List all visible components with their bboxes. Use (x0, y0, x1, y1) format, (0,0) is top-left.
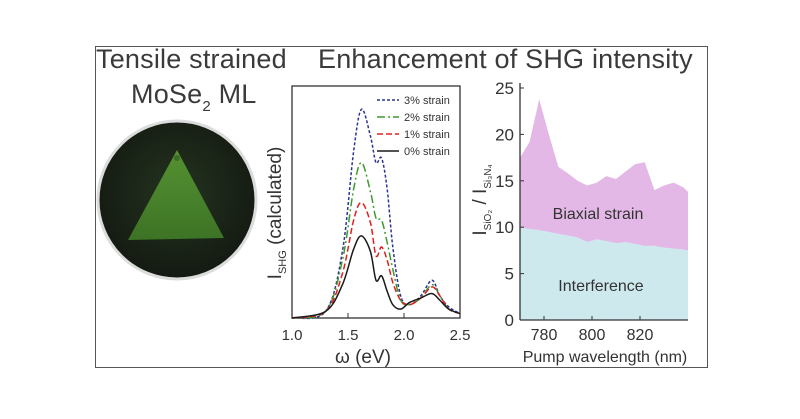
chart1-legend-label: 3% strain (404, 95, 450, 107)
chart2-xlabel: Pump wavelength (nm) (523, 349, 688, 366)
micrograph-title-line2: MoSe2 ML (131, 79, 257, 115)
chart1-plot-frame (291, 85, 461, 319)
chart2-ylabel: ISiO₂ / ISi₃N₄ (470, 164, 494, 235)
chart1-xtick-label: 2.0 (394, 327, 415, 344)
chart-title: Enhancement of SHG intensity (318, 44, 693, 74)
chart2-ytick-label: 25 (495, 79, 514, 98)
chart2-xtick-label: 820 (627, 327, 654, 344)
chart2-ytick-label: 20 (495, 125, 514, 144)
micrograph-title-line1: Tensile strained (96, 44, 287, 74)
chart1-xtick-label: 1.0 (282, 327, 303, 344)
chart1-xlabel: ω (eV) (335, 347, 391, 368)
chart2-xtick-label: 800 (579, 327, 606, 344)
chart2-ytick-label: 15 (495, 172, 514, 191)
chart1-series-line (291, 235, 461, 319)
chart1-legend-label: 0% strain (404, 146, 450, 158)
interference-area (520, 227, 688, 320)
svg-text:ISiO₂ / ISi₃N₄: ISiO₂ / ISi₃N₄ (470, 164, 494, 235)
chart2-xtick-label: 780 (531, 327, 558, 344)
chart1-xtick-label: 1.5 (338, 327, 359, 344)
chart1-xtick-label: 2.5 (450, 327, 471, 344)
chart2-ytick-label: 10 (495, 218, 514, 237)
interference-label: Interference (558, 278, 643, 295)
chart1-series-line (291, 201, 461, 319)
svg-text:ISHG (calculated): ISHG (calculated) (265, 147, 289, 280)
chart1-series-line (291, 108, 461, 320)
chart1-legend-label: 2% strain (404, 112, 450, 124)
chart1-ylabel: ISHG (calculated) (265, 147, 289, 280)
chart1-legend-label: 1% strain (404, 129, 450, 141)
figure-frame (95, 46, 708, 368)
chart2-ytick-label: 5 (505, 265, 514, 284)
chart2-ytick-label: 0 (505, 311, 514, 330)
biaxial-strain-label: Biaxial strain (553, 206, 644, 223)
chart1-series-line (291, 161, 461, 319)
